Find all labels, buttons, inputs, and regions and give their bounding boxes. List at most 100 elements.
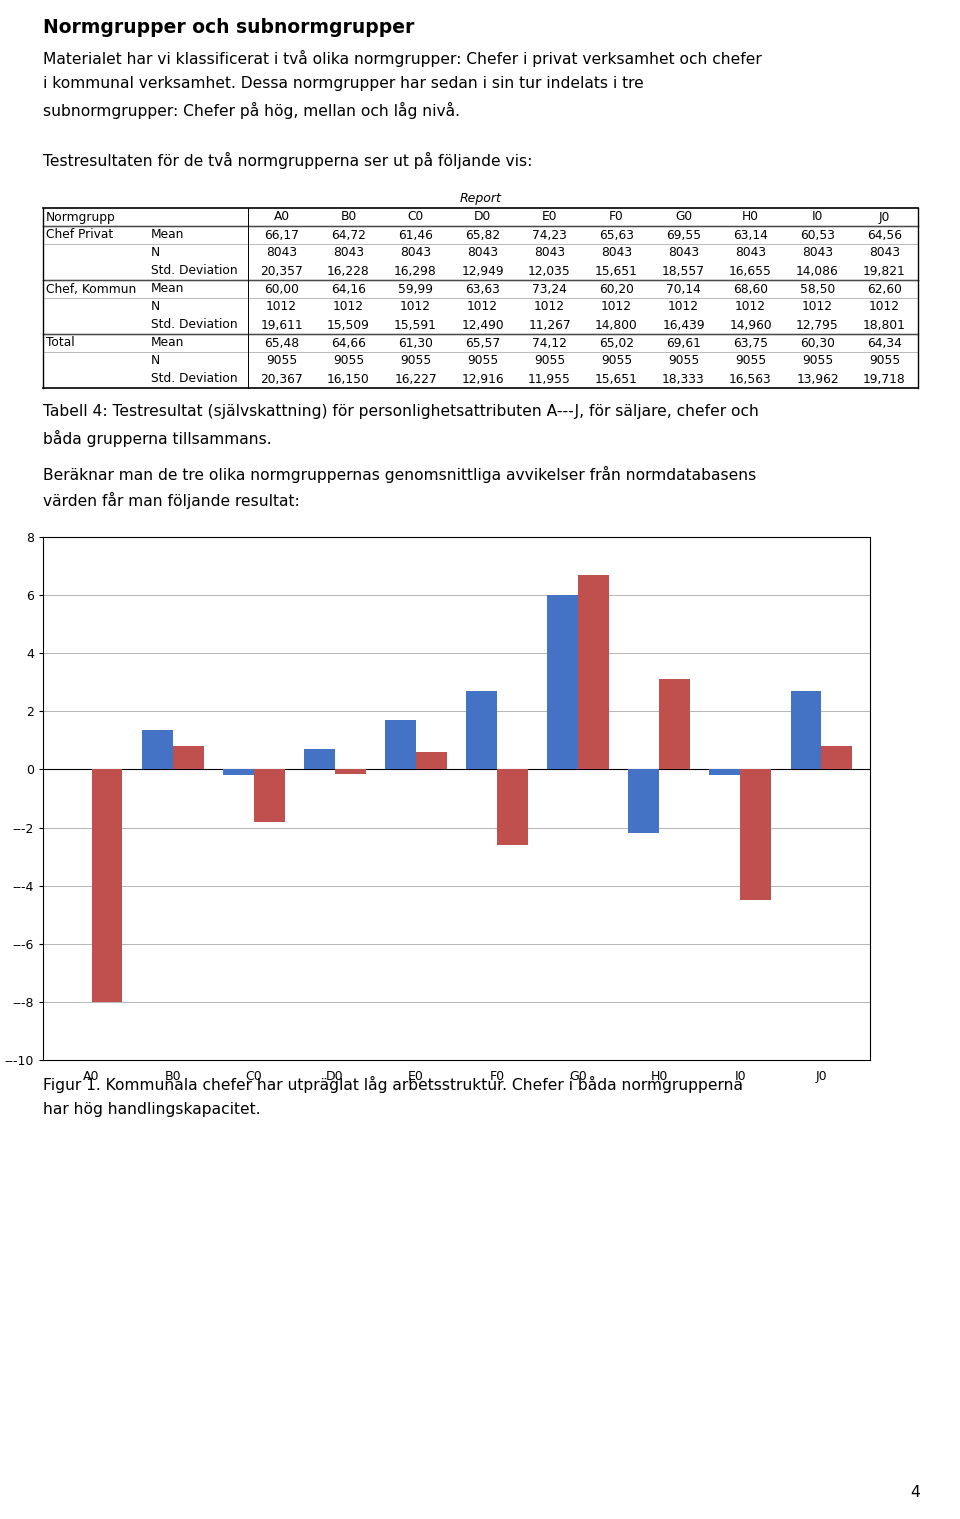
Text: B0: B0 [341, 211, 356, 223]
Text: 11,955: 11,955 [528, 372, 571, 386]
Text: 9055: 9055 [734, 354, 766, 368]
Text: 8043: 8043 [266, 246, 297, 260]
Text: Materialet har vi klassificerat i två olika normgrupper: Chefer i privat verksam: Materialet har vi klassificerat i två ol… [43, 50, 668, 67]
Text: 64,66: 64,66 [331, 337, 366, 349]
Text: 9055: 9055 [467, 354, 498, 368]
Text: Normgrupp: Normgrupp [46, 211, 116, 223]
Text: 66,17: 66,17 [264, 228, 299, 242]
Text: 8043: 8043 [869, 246, 900, 260]
Text: 63,14: 63,14 [733, 228, 768, 242]
Text: 14,086: 14,086 [796, 264, 839, 278]
Text: båda grupperna tillsammans.: båda grupperna tillsammans. [43, 430, 272, 447]
Text: 8043: 8043 [534, 246, 565, 260]
Text: C0: C0 [407, 211, 423, 223]
Text: Normgrupper och subnormgrupper: Normgrupper och subnormgrupper [43, 18, 415, 36]
Text: 58,50: 58,50 [800, 283, 835, 296]
Text: 1012: 1012 [601, 301, 632, 313]
Text: 1012: 1012 [333, 301, 364, 313]
Text: 4: 4 [910, 1486, 920, 1499]
Text: 65,57: 65,57 [465, 337, 500, 349]
Text: 12,949: 12,949 [461, 264, 504, 278]
Bar [304, 749, 335, 770]
Text: 9055: 9055 [668, 354, 699, 368]
Text: D0: D0 [474, 211, 492, 223]
Text: 69,61: 69,61 [666, 337, 701, 349]
Bar [790, 691, 822, 770]
Text: 65,02: 65,02 [599, 337, 634, 349]
Text: 65,82: 65,82 [465, 228, 500, 242]
Text: 9055: 9055 [266, 354, 298, 368]
Text: 64,16: 64,16 [331, 283, 366, 296]
Text: 64,56: 64,56 [867, 228, 902, 242]
Text: 20,367: 20,367 [260, 372, 302, 386]
Text: 60,30: 60,30 [800, 337, 835, 349]
Text: 16,298: 16,298 [395, 264, 437, 278]
Text: 12,035: 12,035 [528, 264, 571, 278]
Text: 15,509: 15,509 [327, 319, 370, 331]
Text: 8043: 8043 [802, 246, 833, 260]
Bar [578, 574, 609, 770]
Text: Testresultaten för de två normgrupperna ser ut på följande vis:: Testresultaten för de två normgrupperna … [43, 152, 533, 169]
Text: 16,439: 16,439 [662, 319, 705, 331]
Text: Std. Deviation: Std. Deviation [151, 319, 238, 331]
Text: A0: A0 [274, 211, 290, 223]
Text: H0: H0 [742, 211, 759, 223]
Text: Std. Deviation: Std. Deviation [151, 372, 238, 386]
Text: 8043: 8043 [467, 246, 498, 260]
Text: 9055: 9055 [869, 354, 900, 368]
Text: 60,20: 60,20 [599, 283, 634, 296]
Bar [740, 770, 771, 901]
Text: 62,60: 62,60 [867, 283, 902, 296]
Text: 1012: 1012 [400, 301, 431, 313]
Text: 74,23: 74,23 [532, 228, 567, 242]
Text: 61,46: 61,46 [398, 228, 433, 242]
Bar [660, 679, 690, 770]
Text: 16,150: 16,150 [327, 372, 370, 386]
Text: 9055: 9055 [601, 354, 632, 368]
Text: 8043: 8043 [400, 246, 431, 260]
Text: 16,563: 16,563 [730, 372, 772, 386]
Bar [467, 691, 497, 770]
Text: 9055: 9055 [333, 354, 364, 368]
Text: I0: I0 [812, 211, 823, 223]
Text: 12,916: 12,916 [461, 372, 504, 386]
Bar [173, 746, 204, 770]
Text: 8043: 8043 [601, 246, 632, 260]
Text: 15,651: 15,651 [595, 264, 638, 278]
Bar [497, 770, 528, 845]
Text: värden får man följande resultat:: värden får man följande resultat: [43, 492, 300, 509]
Text: 1012: 1012 [668, 301, 699, 313]
Text: 69,55: 69,55 [666, 228, 701, 242]
Text: Tabell 4: Testresultat (självskattning) för personlighetsattributen A---J, för s: Tabell 4: Testresultat (självskattning) … [43, 404, 758, 419]
Text: subnormgrupper: Chefer på ​hög​, ​mellan​ och låg nivå.: subnormgrupper: Chefer på ​hög​, ​mellan… [43, 102, 460, 118]
Bar [547, 595, 578, 770]
Text: 70,14: 70,14 [666, 283, 701, 296]
Text: E0: E0 [541, 211, 557, 223]
Text: 18,801: 18,801 [863, 319, 906, 331]
Text: 1012: 1012 [266, 301, 297, 313]
Text: 9055: 9055 [534, 354, 565, 368]
Text: 65,63: 65,63 [599, 228, 634, 242]
Text: Chef, Kommun: Chef, Kommun [46, 283, 136, 296]
Text: 18,557: 18,557 [662, 264, 705, 278]
Text: 64,72: 64,72 [331, 228, 366, 242]
Text: 9055: 9055 [400, 354, 431, 368]
Bar [91, 770, 123, 1003]
Text: 11,267: 11,267 [528, 319, 571, 331]
Text: 65,48: 65,48 [264, 337, 300, 349]
Text: Mean: Mean [151, 283, 184, 296]
Text: 19,718: 19,718 [863, 372, 906, 386]
Text: Mean: Mean [151, 228, 184, 242]
Text: G0: G0 [675, 211, 692, 223]
Text: 20,357: 20,357 [260, 264, 302, 278]
Bar [709, 770, 740, 775]
Text: 59,99: 59,99 [398, 283, 433, 296]
Text: 16,227: 16,227 [395, 372, 437, 386]
Text: 63,63: 63,63 [465, 283, 500, 296]
Text: 74,12: 74,12 [532, 337, 567, 349]
Text: 15,591: 15,591 [394, 319, 437, 331]
Text: 60,53: 60,53 [800, 228, 835, 242]
Bar [253, 770, 284, 822]
Text: 9055: 9055 [802, 354, 833, 368]
Text: N: N [151, 354, 160, 368]
